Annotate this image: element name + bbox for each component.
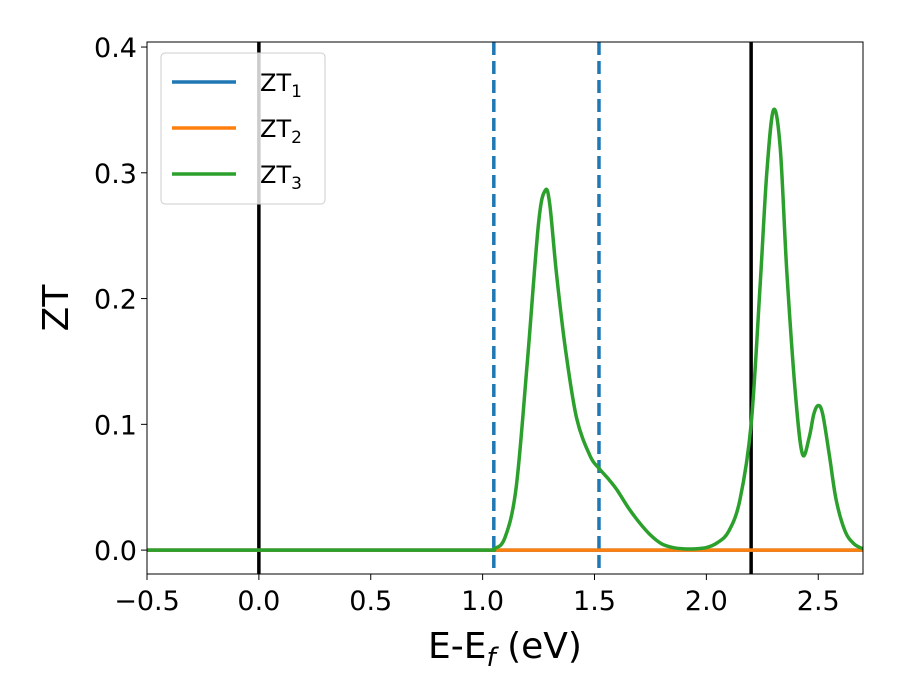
x-tick-label: 2.0 [685, 586, 728, 617]
x-axis-label-main: E-E [428, 626, 486, 667]
x-tick-label: 1.5 [573, 586, 616, 617]
legend-label-1: ZT1 [260, 69, 302, 102]
x-tick-label: 0.0 [237, 586, 280, 617]
x-axis-label-tail: (eV) [496, 626, 582, 667]
y-tick-label: 0.1 [94, 410, 137, 441]
x-tick-label: −0.5 [114, 586, 180, 617]
legend: ZT1 ZT2 ZT3 [160, 52, 326, 205]
y-tick-label: 0.0 [94, 536, 137, 567]
y-tick-label: 0.4 [94, 33, 137, 64]
series-line-3 [147, 107, 863, 552]
y-tick-label: 0.2 [94, 285, 137, 316]
x-axis-label: E-Ef (eV) [428, 626, 582, 673]
x-tick-label: 0.5 [349, 586, 392, 617]
y-axis-label: ZT [36, 284, 77, 332]
x-tick-label: 1.0 [461, 586, 504, 617]
x-tick-label: 2.5 [797, 586, 840, 617]
x-axis-ticks: −0.5 0.0 0.5 1.0 1.5 2.0 2.5 [114, 574, 840, 617]
legend-box [160, 52, 326, 205]
legend-label-3: ZT3 [260, 161, 302, 194]
plot-frame [146, 41, 864, 575]
series-layer [147, 107, 863, 552]
y-tick-label: 0.3 [94, 159, 137, 190]
legend-label-2: ZT2 [260, 115, 302, 148]
y-axis-ticks: 0.0 0.1 0.2 0.3 0.4 [94, 33, 147, 567]
